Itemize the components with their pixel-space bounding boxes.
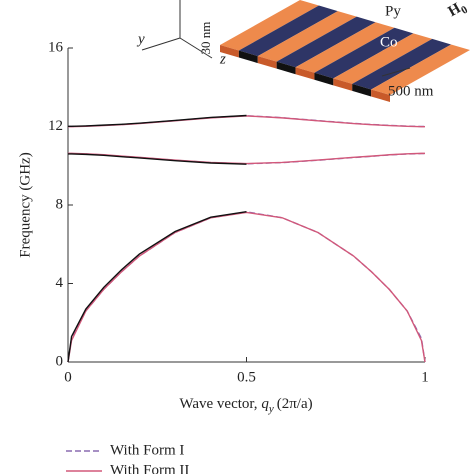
stripe-side [352,83,372,97]
y-tick-label: 4 [56,275,64,291]
y-tick-label: 16 [48,39,64,55]
series-line [67,210,247,363]
stripe-side [276,61,296,75]
stripe [371,44,470,95]
inset: y z 30 nm Py Co 500 nm H0 [136,0,470,102]
y-tick-label: 0 [56,353,64,369]
stripe-side [371,89,390,102]
stripe [314,27,414,79]
y-axis-label: Frequency (GHz) [17,152,33,257]
series-line [68,115,425,128]
stripe-side [295,67,315,80]
inset-label: y [136,31,145,47]
series-line [68,152,425,165]
series-line [68,114,247,128]
series-line [68,152,425,165]
inset-label: z [219,51,226,67]
x-axis-label: (2π/a) [277,396,313,412]
stripe-side [314,72,334,86]
x-axis-label: Wave vector, qy (2π/a) [179,396,312,414]
inset-label: 500 nm [388,83,434,99]
stripe [333,33,433,84]
inset-label: Py [385,3,401,19]
stripe [352,38,452,90]
y-tick-label: 8 [56,196,64,212]
x-axis-label: Wave vector, [179,396,261,412]
stripe-side [238,50,258,64]
x-tick-label: 0.5 [237,369,256,385]
stripe [220,0,319,51]
series-line [67,211,426,363]
inset-label: Co [380,34,398,50]
inset-label: H0 [446,0,470,22]
dimension-arrow [381,67,411,77]
x-axis-label: q [261,396,269,412]
series-line [68,153,247,165]
stripe-side [333,78,353,91]
inset-label: 30 nm [198,22,213,55]
axis-sketch [179,37,213,59]
stripe [276,16,376,68]
x-tick-label: 1 [421,369,429,385]
series-line [67,211,426,363]
x-axis-label: y [268,403,274,415]
inset-label: 0 [459,3,470,16]
stripe-side [257,56,277,69]
x-tick-label: 0 [64,369,72,385]
stripe [238,5,338,57]
y-tick-label: 12 [48,118,63,134]
stripe-side [220,45,239,58]
axis-sketch [141,37,181,51]
stripe [295,22,395,73]
stripe [257,11,357,62]
legend-label: With Form I [110,442,184,458]
legend-label: With Form II [110,462,189,474]
slab [220,0,470,102]
